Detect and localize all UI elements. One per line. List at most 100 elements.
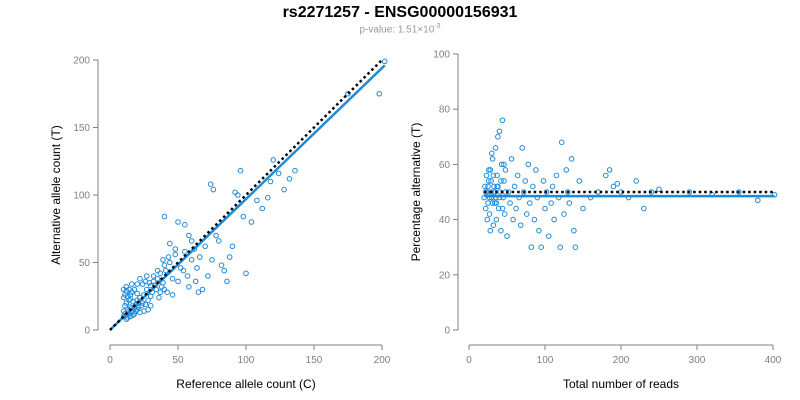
panel2-data-point [494, 183, 500, 190]
panel1-data-point [161, 213, 168, 220]
panel1-data-point [123, 316, 130, 323]
panel2-data-point [488, 189, 494, 195]
panel1-data-point [232, 189, 238, 196]
panel2-data-point [490, 172, 497, 179]
panel1-data-point [235, 192, 241, 198]
panel1-data-point [142, 278, 149, 285]
panel2-data-point [557, 244, 564, 250]
panel1-x-axis-label: Reference allele count (C) [176, 377, 315, 391]
panel2-data-point [540, 178, 547, 184]
panel1-data-point [124, 315, 131, 321]
panel2-data-point [571, 227, 577, 234]
figure-subtitle: p-value: 1.51×10-3 [0, 23, 800, 35]
panel1-data-point [164, 289, 170, 296]
panel1-data-point [138, 302, 145, 309]
panel2-data-point [498, 178, 504, 184]
panel1-data-point [153, 286, 160, 293]
panel1-data-point [145, 306, 151, 313]
subtitle-prefix: p-value: [359, 24, 398, 36]
panel2-data-point [501, 211, 508, 217]
panel2-data-point [514, 172, 521, 179]
panel2-y-tick-label: 20 [439, 270, 451, 281]
panel1-data-point [150, 278, 157, 285]
panel2-data-point [482, 183, 488, 190]
panel2-data-point [523, 211, 530, 217]
panel1-data-point [175, 219, 181, 225]
panel2-data-point [538, 244, 545, 250]
panel1-data-point [186, 232, 192, 239]
panel2-data-point [520, 189, 527, 195]
panel2-data-point [614, 180, 621, 187]
panel2-data-point [603, 172, 609, 179]
panel1-data-point [202, 243, 208, 250]
panel2-data-point [490, 222, 497, 228]
panel1-data-point [165, 254, 172, 260]
panel1-data-point [376, 90, 383, 97]
panel2-data-point [489, 156, 496, 162]
panel1-data-point [139, 300, 146, 306]
panel2-y-tick-label: 40 [439, 215, 451, 226]
panel2-y-tick-label: 100 [433, 50, 450, 61]
panel1-data-point [148, 282, 154, 289]
panel1-x-tick-label: 100 [238, 355, 255, 366]
panel2-data-point [736, 189, 742, 195]
panel2-x-tick-label: 200 [613, 355, 630, 366]
panel2-data-point [502, 167, 509, 173]
panel2-data-point [501, 178, 507, 184]
panel1-data-point [248, 219, 255, 225]
panel2-data-point [507, 200, 513, 206]
panel1-data-point [267, 178, 274, 185]
panel1-data-point [191, 246, 198, 252]
panel2-data-point [482, 205, 489, 212]
panel2-data-point [522, 178, 529, 184]
panel2-y-tick-label: 60 [439, 160, 451, 171]
panel1-data-point [286, 176, 293, 182]
panel2-x-axis-label: Total number of reads [563, 377, 679, 391]
panel2-data-point [493, 216, 500, 223]
panel2-data-point [606, 167, 613, 173]
panel1-data-point [126, 286, 132, 293]
panel2-data-point [482, 189, 489, 195]
panel1-data-point [199, 286, 206, 293]
panel1-y-tick-label: 150 [73, 123, 90, 134]
panel2-data-point [686, 189, 693, 195]
panel2-data-point [542, 205, 548, 212]
panel2-data-point [546, 233, 552, 239]
panel2-data-point [485, 200, 491, 206]
panel1-data-point [145, 297, 151, 304]
panel1-data-point [210, 186, 217, 193]
panel2-data-point [483, 172, 490, 179]
panel2-data-point [528, 244, 535, 250]
panel1-data-point [218, 262, 225, 269]
panel2-data-point [531, 216, 538, 223]
panel2-data-point [494, 172, 500, 179]
panel1-data-point [254, 197, 260, 204]
panel1-data-point [195, 289, 202, 296]
panel1-data-point [216, 238, 222, 244]
panel1-data-point [160, 257, 166, 263]
subtitle-times: × [417, 24, 424, 36]
panel1-data-point [213, 232, 219, 239]
panel2-data-point [517, 222, 524, 228]
panel2-data-point [511, 183, 518, 190]
panel1-data-point [157, 270, 164, 277]
figure-title: rs2271257 - ENSG00000156931 [282, 4, 518, 21]
panel2-data-point [565, 189, 571, 195]
panel1-data-point [162, 267, 169, 274]
panel1-data-point [292, 167, 298, 174]
panel1-data-point [270, 157, 277, 163]
panel1-data-point [172, 246, 179, 252]
panel1-x-tick-label: 200 [374, 355, 391, 366]
panel1-data-point [154, 267, 161, 274]
panel1-data-point [137, 275, 143, 282]
panel1-data-point [345, 90, 351, 97]
panel2-data-point [519, 145, 526, 151]
panel2-data-point [533, 167, 539, 173]
panel1-data-point [169, 275, 176, 282]
panel1-data-point [229, 243, 236, 250]
panel1-data-point [127, 313, 134, 320]
panel1-data-point [131, 311, 138, 317]
panel2-data-point [486, 211, 493, 217]
panel1-data-point [207, 181, 214, 187]
